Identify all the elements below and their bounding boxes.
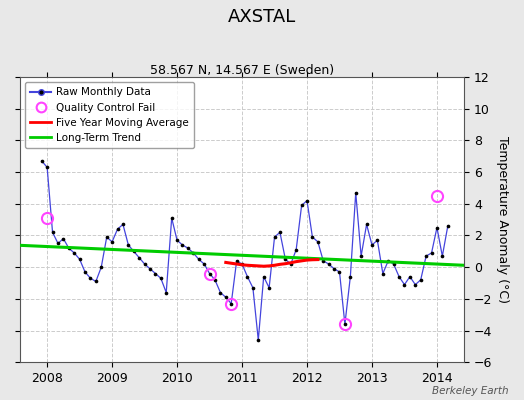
Point (357, 253, 365, 259)
Point (433, 224, 441, 231)
Point (292, 246, 300, 253)
Point (352, 190, 360, 196)
Point (384, 258, 392, 264)
Point (129, 248, 138, 254)
Point (200, 261, 209, 267)
Point (444, 223, 452, 229)
Point (308, 234, 316, 240)
Point (428, 250, 436, 256)
Point (194, 256, 203, 262)
Point (157, 275, 165, 282)
Point (422, 253, 430, 259)
Point (43, 164, 51, 170)
Point (319, 258, 328, 264)
Point (168, 215, 176, 221)
Point (389, 261, 398, 267)
Point (303, 198, 311, 204)
Point (38, 158, 46, 164)
Point (189, 250, 198, 256)
Point (324, 261, 333, 267)
Point (222, 294, 230, 300)
Point (59, 236, 68, 242)
Point (54, 240, 62, 247)
Legend: Raw Monthly Data, Quality Control Fail, Five Year Moving Average, Long-Term Tren: Raw Monthly Data, Quality Control Fail, … (25, 82, 194, 148)
Point (330, 266, 339, 272)
Y-axis label: Temperature Anomaly (°C): Temperature Anomaly (°C) (496, 136, 509, 303)
Point (64, 245, 73, 251)
Point (81, 269, 89, 275)
Text: AXSTAL: AXSTAL (228, 8, 296, 26)
Point (146, 266, 154, 272)
Point (135, 254, 144, 261)
Point (140, 261, 149, 267)
Point (151, 270, 160, 277)
Point (227, 300, 235, 307)
Point (119, 221, 127, 228)
Point (238, 261, 246, 267)
Point (438, 253, 446, 259)
Point (270, 234, 279, 240)
Point (97, 264, 105, 270)
Point (173, 237, 181, 244)
Point (48, 229, 57, 236)
Title: 58.567 N, 14.567 E (Sweden): 58.567 N, 14.567 E (Sweden) (150, 64, 334, 77)
Point (259, 274, 268, 280)
Point (373, 237, 381, 244)
Point (400, 282, 409, 288)
Point (70, 250, 79, 256)
Point (254, 337, 263, 343)
Point (178, 242, 187, 248)
Point (184, 245, 192, 251)
Point (363, 221, 371, 228)
Point (314, 239, 322, 245)
Point (411, 282, 420, 288)
Point (86, 275, 95, 282)
Point (341, 321, 349, 328)
Point (298, 202, 306, 208)
Point (108, 239, 116, 245)
Point (249, 284, 257, 291)
Point (162, 289, 170, 296)
Point (265, 284, 274, 291)
Point (417, 277, 425, 283)
Text: Berkeley Earth: Berkeley Earth (432, 386, 508, 396)
Point (113, 226, 122, 232)
Point (379, 270, 387, 277)
Point (243, 274, 252, 280)
Point (287, 261, 295, 267)
Point (92, 278, 100, 285)
Point (211, 277, 219, 283)
Point (75, 256, 84, 262)
Point (368, 242, 376, 248)
Point (233, 258, 241, 264)
Point (205, 270, 214, 277)
Point (335, 269, 344, 275)
Point (124, 242, 133, 248)
Point (216, 289, 225, 296)
Point (281, 256, 290, 262)
Point (346, 274, 355, 280)
Point (276, 229, 284, 236)
Point (103, 234, 111, 240)
Point (395, 274, 403, 280)
Point (406, 274, 414, 280)
